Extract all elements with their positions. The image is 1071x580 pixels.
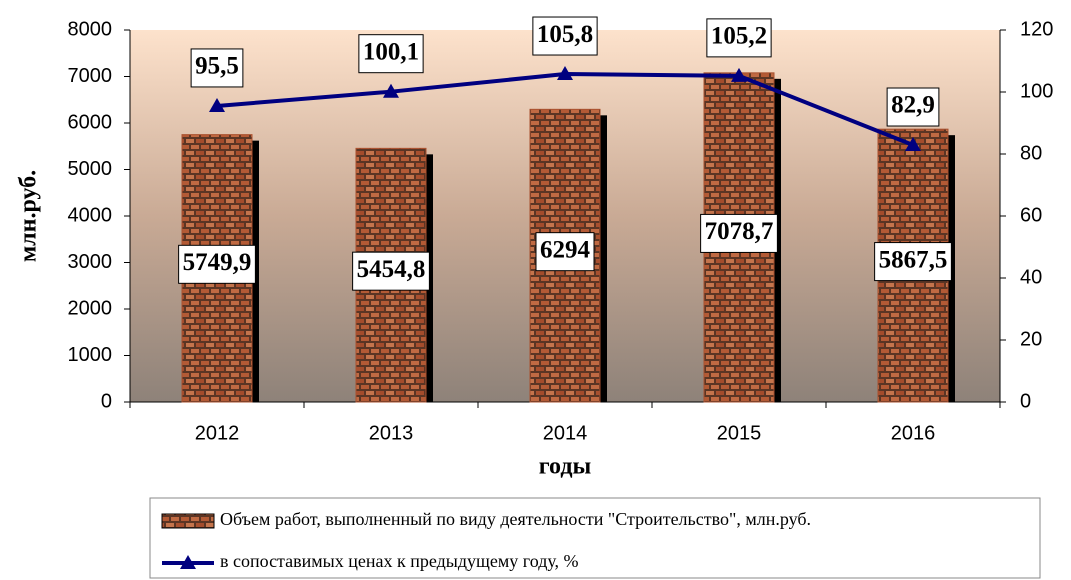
- legend-box: [149, 497, 1041, 579]
- y-tick-label: 7000: [68, 65, 113, 87]
- marker: [905, 137, 921, 152]
- y-tick-label: 0: [101, 390, 112, 412]
- value-label: 5454,8: [357, 256, 426, 283]
- marker: [209, 97, 225, 112]
- y2-tick-label: 120: [1020, 18, 1053, 40]
- marker: [557, 66, 573, 81]
- y2-tick-label: 80: [1020, 142, 1042, 164]
- value-label-box: [535, 232, 595, 272]
- x-tick-label: 2015: [717, 422, 762, 444]
- legend-label: Объем работ, выполненный по виду деятель…: [220, 509, 811, 529]
- y-tick-label: 6000: [68, 111, 113, 133]
- value-label: 105,2: [711, 23, 767, 50]
- x-tick-label: 2016: [891, 422, 936, 444]
- x-axis-title: годы: [539, 454, 592, 480]
- legend-marker: [180, 555, 196, 569]
- value-label-box: [700, 213, 778, 253]
- x-tick-label: 2013: [369, 422, 414, 444]
- value-label-box: [706, 18, 772, 58]
- value-label: 6294: [540, 236, 591, 263]
- x-tick-label: 2014: [543, 422, 588, 444]
- legend-label: в сопоставимых ценах к предыдущему году,…: [220, 551, 579, 571]
- y-tick-label: 4000: [68, 204, 113, 226]
- y-tick-label: 8000: [68, 18, 113, 40]
- value-label-box: [886, 87, 940, 127]
- y2-tick-label: 40: [1020, 266, 1042, 288]
- value-label: 5867,5: [879, 246, 948, 273]
- value-label: 105,8: [537, 21, 593, 48]
- value-label: 82,9: [891, 92, 935, 119]
- value-label-box: [532, 16, 598, 56]
- legend-swatch: [161, 513, 215, 529]
- x-tick-label: 2012: [195, 422, 240, 444]
- y-tick-label: 1000: [68, 344, 113, 366]
- marker: [731, 67, 747, 82]
- y2-tick-label: 0: [1020, 390, 1031, 412]
- value-label-box: [178, 244, 256, 284]
- value-label: 5749,9: [183, 249, 252, 276]
- marker: [383, 83, 399, 98]
- value-label-box: [190, 48, 244, 88]
- value-label: 100,1: [363, 38, 419, 65]
- value-label: 95,5: [195, 53, 239, 80]
- y-tick-label: 2000: [68, 297, 113, 319]
- y-tick-label: 5000: [68, 158, 113, 180]
- y-axis-title: млн.руб.: [16, 170, 42, 262]
- value-label: 7078,7: [705, 218, 774, 245]
- value-label-box: [352, 251, 430, 291]
- y2-tick-label: 60: [1020, 204, 1042, 226]
- y2-tick-label: 20: [1020, 328, 1042, 350]
- value-label-box: [358, 34, 424, 74]
- value-label-box: [874, 242, 952, 282]
- y-tick-label: 3000: [68, 251, 113, 273]
- y2-tick-label: 100: [1020, 80, 1053, 102]
